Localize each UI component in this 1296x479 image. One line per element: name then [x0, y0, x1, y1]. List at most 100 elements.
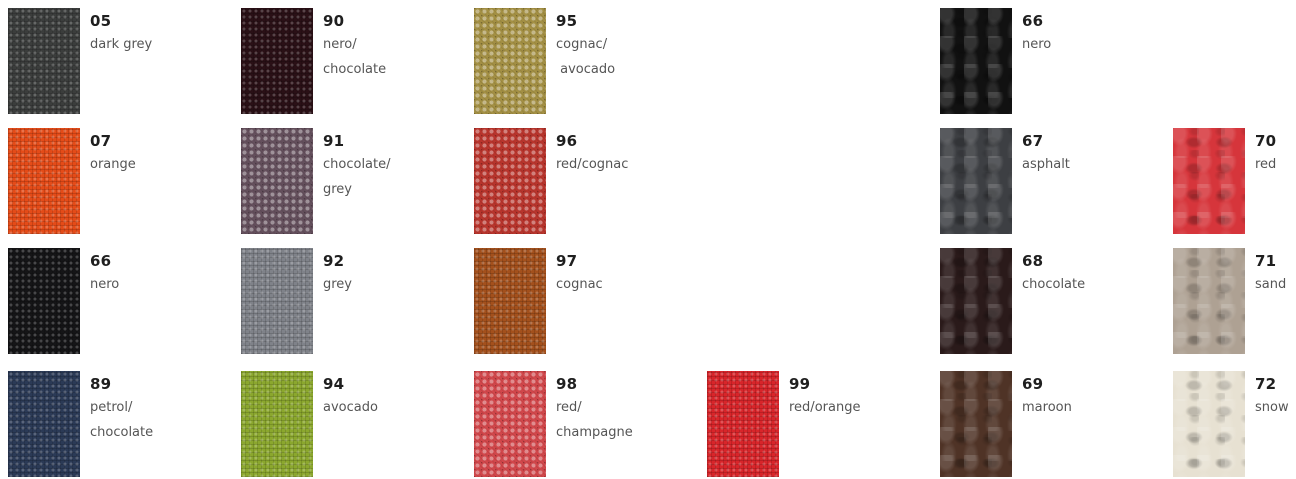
swatch-name: chocolate: [1022, 277, 1086, 292]
swatch-name: nero: [1022, 37, 1052, 52]
swatch-name: grey: [323, 277, 353, 292]
swatch-item: 89 petrol/ chocolate: [8, 371, 238, 477]
swatch-code: 98: [556, 375, 578, 393]
swatch-name: asphalt: [1022, 157, 1070, 172]
fabric-swatch: [241, 8, 313, 114]
swatch-name: nero: [90, 277, 120, 292]
swatch-texture: [241, 8, 313, 114]
fabric-swatch: [474, 371, 546, 477]
swatch-label: 94 avocado: [323, 373, 471, 420]
swatch-code: 96: [556, 132, 578, 150]
fabric-swatch: [8, 371, 80, 477]
swatch-item: 72 snow: [1173, 371, 1296, 477]
swatch-name: snow: [1255, 400, 1289, 415]
swatch-texture: [241, 371, 313, 477]
leather-swatch: [1173, 371, 1245, 477]
swatch-code: 91: [323, 132, 345, 150]
swatch-label: 97 cognac: [556, 250, 704, 297]
swatch-label: 92 grey: [323, 250, 471, 297]
swatch-item: 97 cognac: [474, 248, 704, 354]
leather-swatch: [940, 128, 1012, 234]
swatch-texture: [1173, 128, 1245, 234]
swatch-name: red: [1255, 157, 1277, 172]
swatch-code: 66: [90, 252, 112, 270]
swatch-label: 99 red/orange: [789, 373, 937, 420]
leather-swatch: [940, 8, 1012, 114]
swatch-label: 69 maroon: [1022, 373, 1170, 420]
swatch-texture: [474, 248, 546, 354]
swatch-texture: [474, 8, 546, 114]
swatch-item: 71 sand: [1173, 248, 1296, 354]
swatch-code: 69: [1022, 375, 1044, 393]
fabric-swatch: [8, 128, 80, 234]
swatch-label: 91 chocolate/ grey: [323, 130, 471, 202]
swatch-item: 94 avocado: [241, 371, 471, 477]
fabric-swatch: [241, 248, 313, 354]
swatch-label: 68 chocolate: [1022, 250, 1170, 297]
swatch-texture: [8, 371, 80, 477]
swatch-code: 71: [1255, 252, 1277, 270]
swatch-texture: [940, 371, 1012, 477]
swatch-texture: [1173, 371, 1245, 477]
swatch-item: 68 chocolate: [940, 248, 1170, 354]
swatch-code: 89: [90, 375, 112, 393]
swatch-texture: [940, 128, 1012, 234]
leather-swatch: [940, 371, 1012, 477]
swatch-name: sand: [1255, 277, 1287, 292]
swatch-name: red/ champagne: [556, 400, 633, 440]
swatch-name: chocolate/ grey: [323, 157, 391, 197]
swatch-label: 89 petrol/ chocolate: [90, 373, 238, 445]
swatch-code: 99: [789, 375, 811, 393]
swatch-item: 99 red/orange: [707, 371, 937, 477]
swatch-label: 72 snow: [1255, 373, 1296, 420]
swatch-label: 05 dark grey: [90, 10, 238, 57]
leather-swatch: [1173, 248, 1245, 354]
swatch-texture: [8, 128, 80, 234]
swatch-label: 70 red: [1255, 130, 1296, 177]
swatch-texture: [241, 128, 313, 234]
swatch-label: 96 red/cognac: [556, 130, 704, 177]
leather-swatch: [940, 248, 1012, 354]
swatch-name: maroon: [1022, 400, 1072, 415]
swatch-name: cognac/ avocado: [556, 37, 616, 77]
swatch-code: 05: [90, 12, 112, 30]
swatch-item: 69 maroon: [940, 371, 1170, 477]
fabric-swatch: [241, 128, 313, 234]
swatch-item: 96 red/cognac: [474, 128, 704, 234]
swatch-texture: [940, 8, 1012, 114]
swatch-item: 05 dark grey: [8, 8, 238, 114]
swatch-item: 98 red/ champagne: [474, 371, 704, 477]
swatch-name: avocado: [323, 400, 378, 415]
fabric-swatch: [474, 8, 546, 114]
fabric-swatch: [8, 248, 80, 354]
swatch-name: orange: [90, 157, 136, 172]
swatch-texture: [241, 248, 313, 354]
swatch-name: nero/ chocolate: [323, 37, 387, 77]
swatch-item: 66 nero: [940, 8, 1170, 114]
swatch-code: 94: [323, 375, 345, 393]
swatch-item: 70 red: [1173, 128, 1296, 234]
swatch-texture: [707, 371, 779, 477]
swatch-code: 67: [1022, 132, 1044, 150]
fabric-swatch: [707, 371, 779, 477]
swatch-texture: [474, 128, 546, 234]
swatch-label: 66 nero: [1022, 10, 1170, 57]
swatch-label: 98 red/ champagne: [556, 373, 704, 445]
swatch-item: 66 nero: [8, 248, 238, 354]
fabric-swatch: [241, 371, 313, 477]
swatch-code: 92: [323, 252, 345, 270]
swatch-code: 66: [1022, 12, 1044, 30]
swatch-item: 07 orange: [8, 128, 238, 234]
swatch-texture: [940, 248, 1012, 354]
swatch-label: 90 nero/ chocolate: [323, 10, 471, 82]
swatch-item: 67 asphalt: [940, 128, 1170, 234]
swatch-code: 95: [556, 12, 578, 30]
swatch-item: 92 grey: [241, 248, 471, 354]
swatch-name: cognac: [556, 277, 603, 292]
swatch-label: 95 cognac/ avocado: [556, 10, 704, 82]
swatch-code: 70: [1255, 132, 1277, 150]
swatch-texture: [8, 8, 80, 114]
fabric-swatch: [474, 248, 546, 354]
swatch-label: 66 nero: [90, 250, 238, 297]
